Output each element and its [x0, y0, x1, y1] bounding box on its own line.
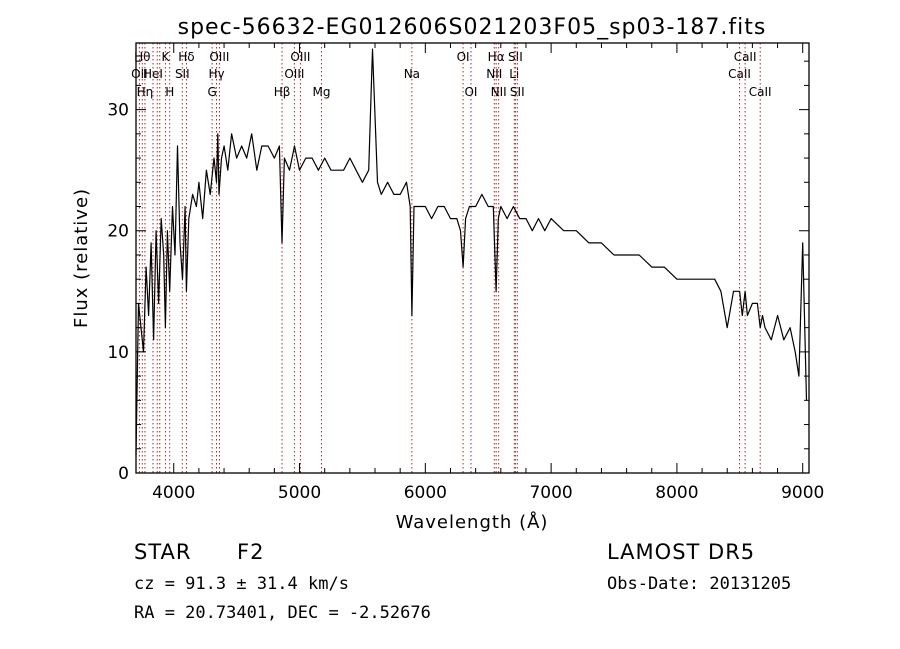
x-tick-label: 5000 — [278, 483, 321, 503]
object-class: STAR — [134, 540, 192, 564]
redshift-readout: cz = 91.3 ± 31.4 km/s — [134, 574, 349, 594]
marker-label: OII — [131, 67, 148, 81]
marker-label: OIII — [290, 50, 310, 64]
marker-label: Hγ — [208, 67, 224, 81]
marker-label: OI — [464, 85, 477, 99]
marker-label: Li — [509, 67, 519, 81]
marker-label: NII — [486, 67, 502, 81]
plot-frame — [135, 42, 810, 474]
marker-label: K — [161, 50, 170, 64]
marker-label: Hα — [488, 50, 505, 64]
y-tick-label: 0 — [118, 464, 129, 484]
marker-label: SII — [508, 50, 523, 64]
marker-label: G — [207, 85, 216, 99]
marker-label: OIII — [209, 50, 229, 64]
marker-label: Hθ — [134, 50, 150, 64]
marker-label: H — [165, 85, 174, 99]
y-axis-label: Flux (relative) — [71, 188, 92, 328]
y-tick-label: 30 — [107, 101, 129, 121]
x-tick-label: 6000 — [404, 483, 447, 503]
marker-label: HeI — [143, 67, 163, 81]
y-tick-label: 10 — [107, 343, 129, 363]
marker-label: OIII — [284, 67, 304, 81]
marker-label: NII — [491, 85, 507, 99]
marker-label: CaII — [749, 85, 772, 99]
x-tick-label: 8000 — [655, 483, 698, 503]
x-tick-label: 9000 — [781, 483, 824, 503]
chart-title: spec-56632-EG012606S021203F05_sp03-187.f… — [178, 15, 767, 40]
y-axis: 0 10 20 30 — [107, 60, 809, 484]
marker-label: Hδ — [178, 50, 194, 64]
marker-label: SII — [175, 67, 190, 81]
coordinates-readout: RA = 20.73401, DEC = -2.52676 — [134, 603, 431, 623]
marker-label: SII — [510, 85, 525, 99]
x-axis-label: Wavelength (Å) — [396, 511, 549, 533]
spectral-line-markers: OIIHθHηHeIKHSIIHδGHγOIIIHβOIIIOIIIMgNaOI… — [131, 43, 772, 473]
y-tick-label: 20 — [107, 222, 129, 242]
marker-label: Hη — [137, 85, 154, 99]
observation-date: Obs-Date: 20131205 — [607, 574, 792, 594]
object-subclass: F2 — [237, 540, 265, 564]
spectrum-line — [135, 48, 808, 455]
survey-name: LAMOST DR5 — [607, 540, 756, 564]
marker-label: Mg — [313, 85, 331, 99]
marker-label: OI — [457, 50, 470, 64]
marker-label: CaII — [734, 50, 757, 64]
x-tick-label: 4000 — [152, 483, 195, 503]
marker-label: CaII — [728, 67, 751, 81]
marker-label: Na — [404, 67, 420, 81]
x-tick-label: 7000 — [529, 483, 572, 503]
marker-label: Hβ — [274, 85, 291, 99]
x-axis: 4000 5000 6000 7000 8000 9000 — [152, 43, 824, 503]
